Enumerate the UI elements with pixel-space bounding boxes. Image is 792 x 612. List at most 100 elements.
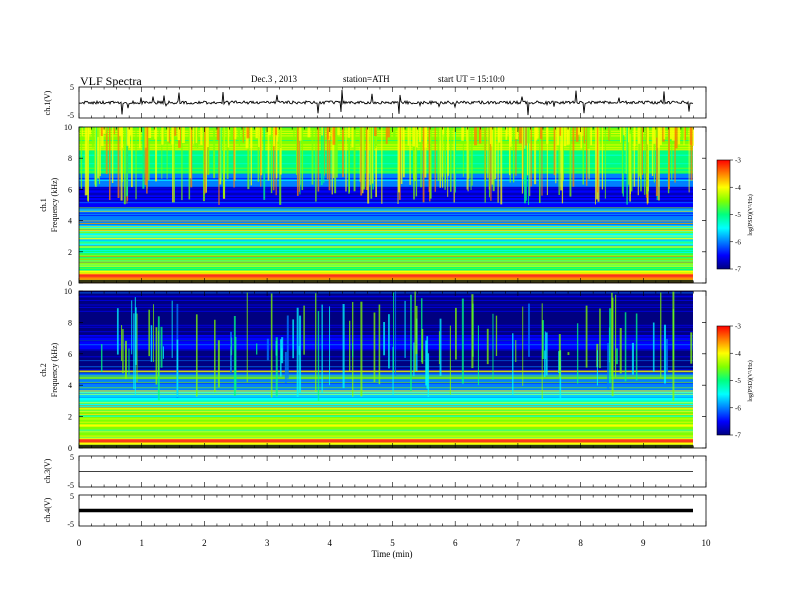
sferic-streak <box>250 127 252 186</box>
sferic-streak <box>162 346 164 359</box>
ch1-frequency-ticks: 0 2 4 6 8 10 <box>64 123 706 288</box>
high-frequency-burst <box>139 127 141 149</box>
sferic-streak <box>234 336 237 391</box>
spectrogram-texture <box>79 310 693 312</box>
station-label: station=ATH <box>343 74 390 84</box>
high-frequency-burst <box>683 127 685 146</box>
spectrogram-line <box>79 235 693 237</box>
sferic-streak <box>437 127 440 181</box>
high-frequency-burst <box>326 127 329 140</box>
sferic-streak <box>383 321 386 356</box>
ch3-waveform-panel: 5 -5 ch.3(V) <box>43 453 707 490</box>
spectrogram-texture <box>79 150 693 152</box>
high-frequency-burst <box>277 127 279 142</box>
spectrogram-texture <box>79 180 693 182</box>
sferic-streak <box>247 127 250 190</box>
sferic-streak <box>260 127 262 187</box>
spectrogram-texture <box>79 258 693 260</box>
sferic-streak <box>335 127 338 178</box>
spectrogram-line <box>79 246 693 248</box>
sferic-streak <box>688 127 690 193</box>
spectrogram-texture <box>79 171 693 173</box>
sferic-streak <box>214 319 216 393</box>
sferic-streak <box>528 303 530 358</box>
sferic-streak <box>230 331 233 373</box>
spectrogram-line <box>79 377 693 378</box>
sferic-streak <box>365 127 368 190</box>
spectrogram-texture <box>79 366 693 368</box>
high-frequency-burst <box>321 127 323 136</box>
sferic-streak <box>660 292 662 378</box>
date-label: Dec.3 , 2013 <box>251 74 297 84</box>
high-frequency-burst <box>393 127 396 138</box>
sferic-streak <box>471 294 474 369</box>
sferic-streak <box>226 127 229 179</box>
spectrogram-line <box>79 256 693 257</box>
high-frequency-burst <box>102 127 106 134</box>
spectrogram-texture <box>79 333 693 335</box>
sferic-streak <box>561 127 564 204</box>
high-frequency-burst <box>577 127 581 135</box>
spectrogram-texture <box>79 262 693 264</box>
high-frequency-burst <box>590 127 593 146</box>
sferic-streak <box>441 127 443 181</box>
high-frequency-burst <box>474 127 477 146</box>
high-frequency-burst <box>234 127 237 140</box>
sferic-streak <box>487 127 489 179</box>
spectrogram-texture <box>79 382 693 384</box>
sferic-streak <box>147 127 149 181</box>
high-frequency-burst <box>373 127 377 136</box>
spectrogram-texture <box>79 245 693 247</box>
sferic-streak <box>638 127 640 177</box>
sferic-streak <box>361 127 364 194</box>
sferic-streak <box>190 127 193 188</box>
high-frequency-burst <box>307 127 311 138</box>
sferic-streak <box>541 320 544 360</box>
spectrogram-line <box>79 407 693 409</box>
sferic-streak <box>301 127 304 191</box>
high-frequency-burst <box>267 127 271 135</box>
sferic-streak <box>404 300 406 358</box>
sferic-streak <box>270 293 273 398</box>
spectrogram-line <box>79 261 693 263</box>
spectrogram-line <box>79 257 693 259</box>
sferic-streak <box>672 291 675 401</box>
high-frequency-burst <box>407 127 410 146</box>
high-frequency-burst <box>653 127 656 144</box>
sferic-streak <box>522 306 524 386</box>
spectrogram-texture <box>79 304 693 306</box>
ch4-waveform-panel: 5 -5 ch.4(V) 0 1 2 3 4 5 6 7 8 9 10 Time (min) <box>43 492 711 559</box>
spectrogram-low-band <box>79 274 693 278</box>
sferic-streak <box>454 127 457 193</box>
time-tick-label: 4 <box>328 538 333 548</box>
ch3-ytick-top: 5 <box>70 453 74 462</box>
high-frequency-burst <box>347 127 351 138</box>
sferic-streak <box>619 328 622 374</box>
spectrogram-line <box>79 265 693 267</box>
ch1-colorbar-ticks: -3 -4 -5 -6 -7 <box>730 157 741 274</box>
spectrogram-texture <box>79 354 693 356</box>
frequency-tick-label: 10 <box>64 287 72 296</box>
sferic-streak <box>87 127 89 202</box>
high-frequency-burst <box>196 127 199 148</box>
sferic-streak <box>497 127 499 203</box>
high-frequency-burst <box>416 127 418 148</box>
high-frequency-burst <box>671 127 675 141</box>
sferic-streak <box>321 304 323 393</box>
sferic-streak <box>471 127 473 186</box>
high-frequency-burst <box>332 127 336 145</box>
high-frequency-burst <box>479 127 482 144</box>
high-frequency-burst <box>527 127 530 144</box>
spectrogram-texture <box>79 278 693 280</box>
figure-title: VLF Spectra <box>80 74 142 88</box>
sferic-streak <box>477 325 479 386</box>
sferic-streak <box>99 127 101 177</box>
high-frequency-burst <box>255 127 258 139</box>
sferic-streak <box>121 325 123 362</box>
sferic-streak <box>195 314 198 397</box>
sferic-streak <box>409 127 411 185</box>
sferic-streak <box>172 127 174 203</box>
sferic-streak <box>155 127 158 182</box>
high-frequency-burst <box>418 127 422 143</box>
spectrogram-texture <box>79 186 693 188</box>
